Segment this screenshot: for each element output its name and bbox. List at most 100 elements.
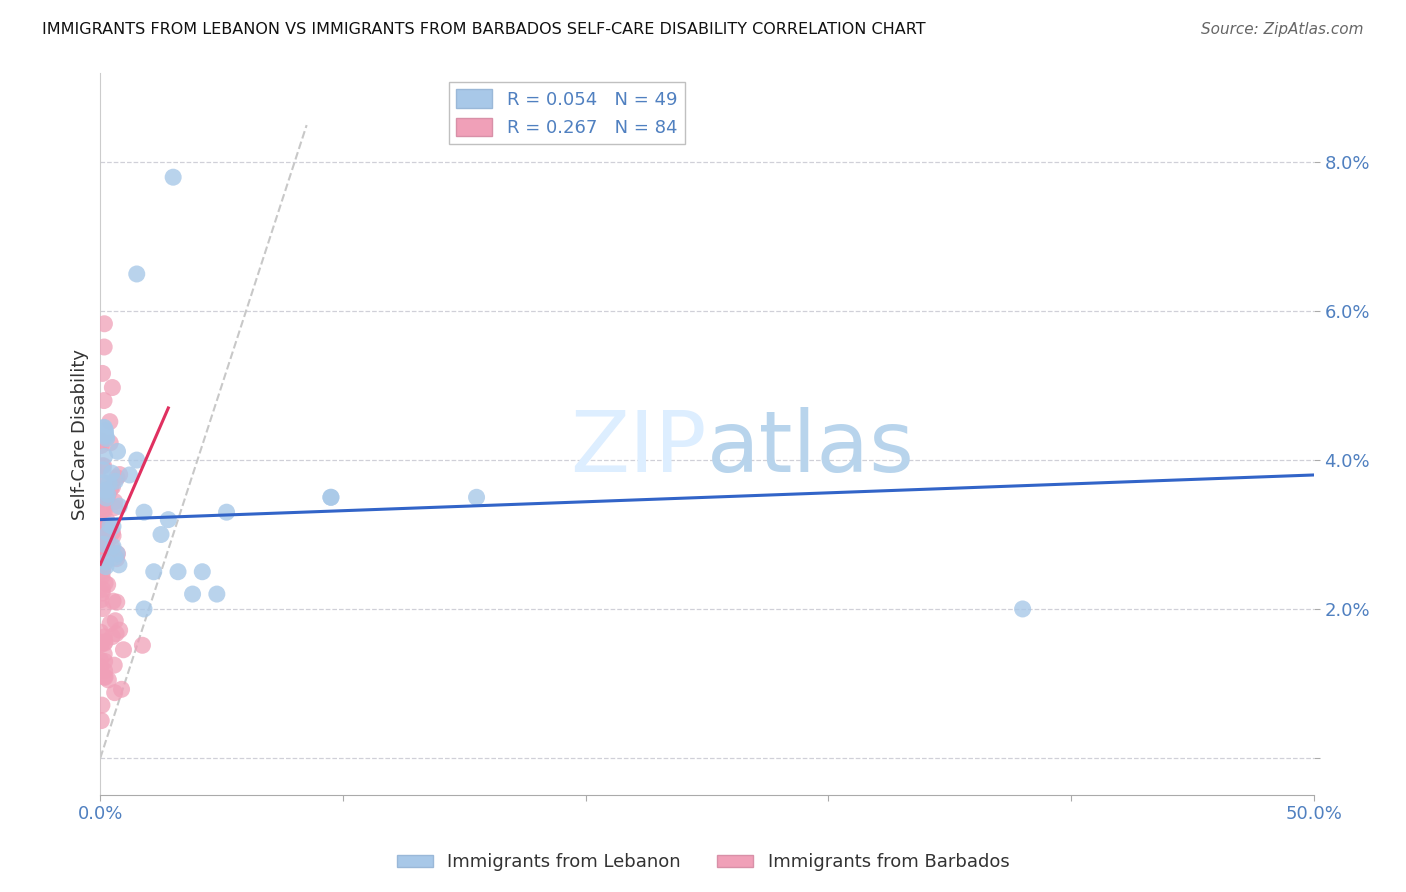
- Point: [142, 565, 165, 579]
- Point: [104, 614, 127, 628]
- Point: [319, 491, 342, 505]
- Point: [93, 636, 115, 650]
- Point: [96, 530, 118, 544]
- Point: [131, 638, 153, 652]
- Point: [94, 634, 117, 648]
- Point: [93, 654, 115, 668]
- Point: [96, 533, 118, 548]
- Point: [91, 582, 114, 597]
- Point: [96, 432, 118, 446]
- Point: [98, 435, 121, 450]
- Point: [1011, 602, 1033, 616]
- Point: [98, 518, 121, 533]
- Point: [94, 555, 117, 569]
- Point: [96, 491, 118, 505]
- Point: [93, 483, 115, 498]
- Point: [94, 424, 117, 438]
- Point: [96, 541, 118, 555]
- Point: [91, 569, 114, 583]
- Point: [101, 529, 124, 543]
- Point: [93, 670, 115, 684]
- Point: [90, 522, 112, 536]
- Point: [101, 541, 124, 556]
- Point: [150, 527, 173, 541]
- Point: [125, 453, 148, 467]
- Point: [90, 438, 112, 452]
- Point: [105, 626, 128, 640]
- Point: [104, 494, 127, 508]
- Point: [94, 483, 117, 498]
- Point: [104, 550, 127, 565]
- Point: [91, 560, 114, 574]
- Text: Source: ZipAtlas.com: Source: ZipAtlas.com: [1201, 22, 1364, 37]
- Point: [94, 427, 117, 442]
- Point: [93, 504, 115, 518]
- Point: [94, 670, 117, 684]
- Point: [108, 558, 131, 572]
- Point: [125, 267, 148, 281]
- Point: [167, 565, 190, 579]
- Point: [108, 499, 131, 513]
- Point: [105, 595, 128, 609]
- Point: [100, 466, 122, 480]
- Point: [93, 340, 115, 354]
- Point: [90, 521, 112, 535]
- Point: [93, 537, 115, 551]
- Point: [101, 630, 124, 644]
- Point: [132, 505, 155, 519]
- Y-axis label: Self-Care Disability: Self-Care Disability: [72, 349, 89, 519]
- Point: [90, 558, 112, 573]
- Point: [89, 653, 111, 667]
- Point: [90, 637, 112, 651]
- Point: [465, 491, 488, 505]
- Point: [91, 565, 114, 579]
- Point: [98, 616, 121, 631]
- Point: [91, 502, 114, 516]
- Point: [101, 519, 124, 533]
- Point: [105, 547, 128, 561]
- Point: [90, 434, 112, 448]
- Point: [93, 317, 115, 331]
- Point: [94, 559, 117, 574]
- Point: [96, 514, 118, 528]
- Point: [319, 491, 342, 505]
- Text: IMMIGRANTS FROM LEBANON VS IMMIGRANTS FROM BARBADOS SELF-CARE DISABILITY CORRELA: IMMIGRANTS FROM LEBANON VS IMMIGRANTS FR…: [42, 22, 925, 37]
- Point: [215, 505, 238, 519]
- Point: [91, 543, 114, 558]
- Point: [100, 482, 122, 496]
- Point: [101, 594, 124, 608]
- Point: [90, 526, 112, 541]
- Point: [90, 558, 112, 572]
- Text: ZIP: ZIP: [571, 407, 707, 490]
- Point: [191, 565, 214, 579]
- Point: [97, 526, 120, 541]
- Point: [104, 686, 127, 700]
- Point: [181, 587, 204, 601]
- Point: [93, 475, 115, 490]
- Point: [105, 470, 128, 484]
- Point: [107, 444, 129, 458]
- Point: [93, 458, 115, 473]
- Point: [205, 587, 228, 601]
- Point: [94, 527, 117, 541]
- Point: [93, 630, 115, 644]
- Point: [90, 500, 112, 514]
- Legend: R = 0.054   N = 49, R = 0.267   N = 84: R = 0.054 N = 49, R = 0.267 N = 84: [449, 82, 685, 145]
- Point: [91, 586, 114, 600]
- Point: [107, 547, 129, 561]
- Point: [101, 480, 124, 494]
- Point: [90, 538, 112, 552]
- Point: [112, 642, 135, 657]
- Point: [94, 527, 117, 541]
- Point: [90, 592, 112, 607]
- Point: [90, 542, 112, 557]
- Point: [110, 682, 132, 697]
- Point: [90, 698, 112, 713]
- Point: [93, 450, 115, 464]
- Point: [132, 602, 155, 616]
- Point: [104, 500, 127, 515]
- Point: [98, 415, 121, 429]
- Point: [108, 467, 131, 482]
- Point: [93, 420, 115, 434]
- Point: [104, 475, 127, 489]
